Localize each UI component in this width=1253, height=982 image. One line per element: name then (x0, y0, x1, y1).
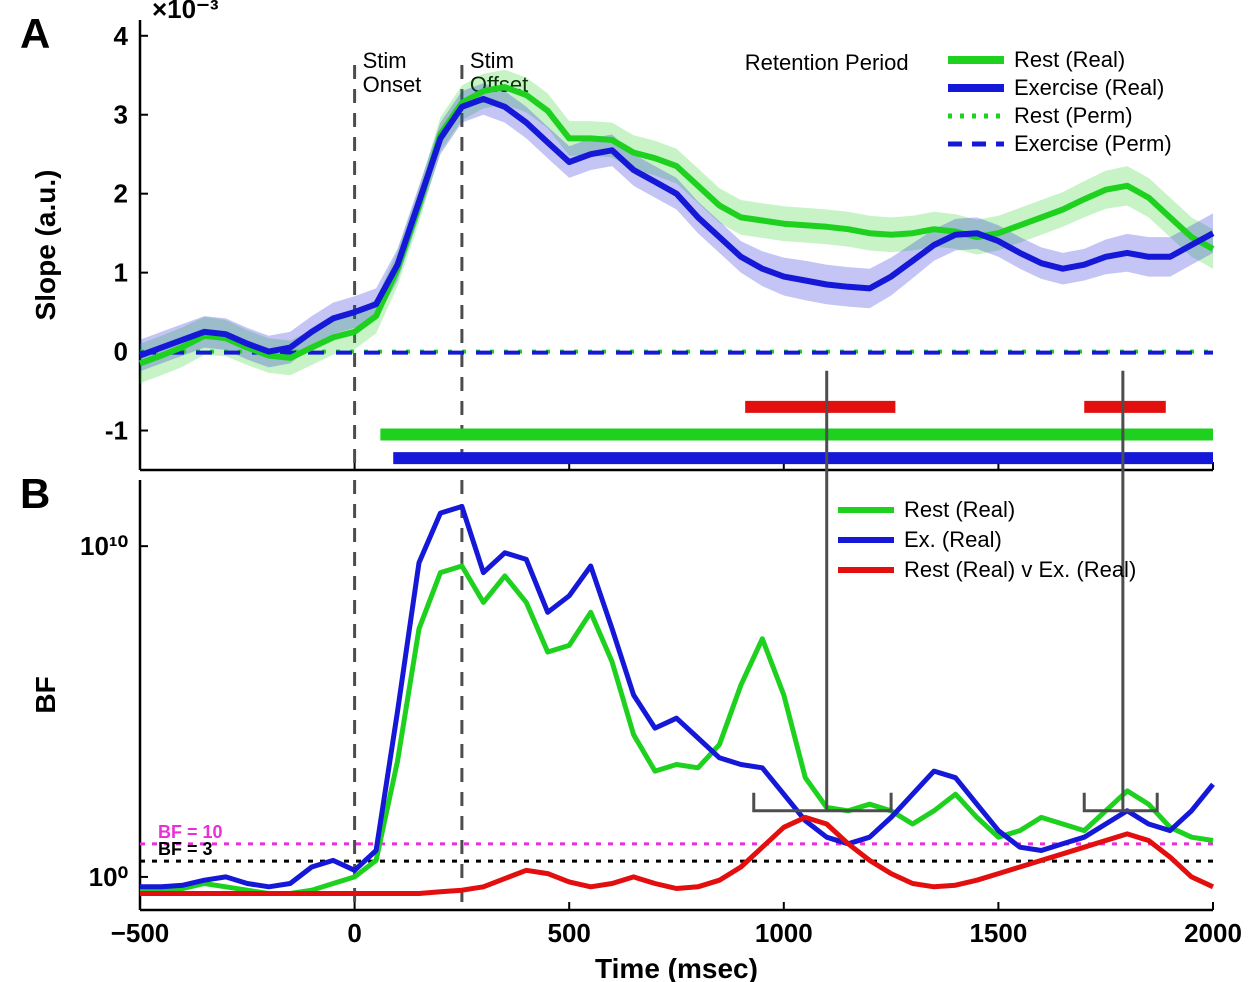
panelB-ytick: 10¹⁰ (80, 531, 128, 561)
panel-a-letter: A (20, 10, 50, 57)
x-tick-label: 500 (548, 918, 591, 948)
legend-label: Rest (Real) v Ex. (Real) (904, 557, 1136, 582)
panelB-ylabel: BF (30, 676, 61, 713)
figure-root: -101234×10⁻³Slope (a.u.)StimOnsetStimOff… (0, 0, 1253, 982)
panelA-ytick: 0 (114, 337, 128, 367)
retention-label: Retention Period (745, 50, 909, 75)
panelA-ylabel: Slope (a.u.) (30, 170, 61, 321)
x-tick-label: 0 (347, 918, 361, 948)
stim-label: Stim (470, 48, 514, 73)
bf-contrast-line (140, 817, 1213, 893)
panelA-ytick: 2 (114, 179, 128, 209)
bf3_line-label: BF = 3 (158, 839, 213, 859)
panelA-ytick: 4 (114, 21, 129, 51)
legend-label: Exercise (Perm) (1014, 131, 1172, 156)
panelA-ytick: 1 (114, 258, 128, 288)
legend-label: Ex. (Real) (904, 527, 1002, 552)
panelA-ytick: 3 (114, 100, 128, 130)
stim-label: Stim (363, 48, 407, 73)
x-axis-label: Time (msec) (595, 953, 758, 982)
x-tick-label: 1000 (755, 918, 813, 948)
panel-b-letter: B (20, 470, 50, 517)
legend-label: Rest (Perm) (1014, 103, 1133, 128)
stim-label: Onset (363, 72, 422, 97)
panel-a: -101234×10⁻³Slope (a.u.)StimOnsetStimOff… (30, 0, 1213, 470)
panelA-ytick: -1 (105, 416, 128, 446)
x-tick-label: 1500 (969, 918, 1027, 948)
legend-label: Rest (Real) (904, 497, 1015, 522)
figure-svg: -101234×10⁻³Slope (a.u.)StimOnsetStimOff… (0, 0, 1253, 982)
legend-label: Rest (Real) (1014, 47, 1125, 72)
x-tick-label: −500 (111, 918, 170, 948)
x-tick-label: 2000 (1184, 918, 1242, 948)
panelA-y-exponent: ×10⁻³ (152, 0, 219, 24)
legend-label: Exercise (Real) (1014, 75, 1164, 100)
panelB-ytick: 10⁰ (89, 862, 128, 892)
